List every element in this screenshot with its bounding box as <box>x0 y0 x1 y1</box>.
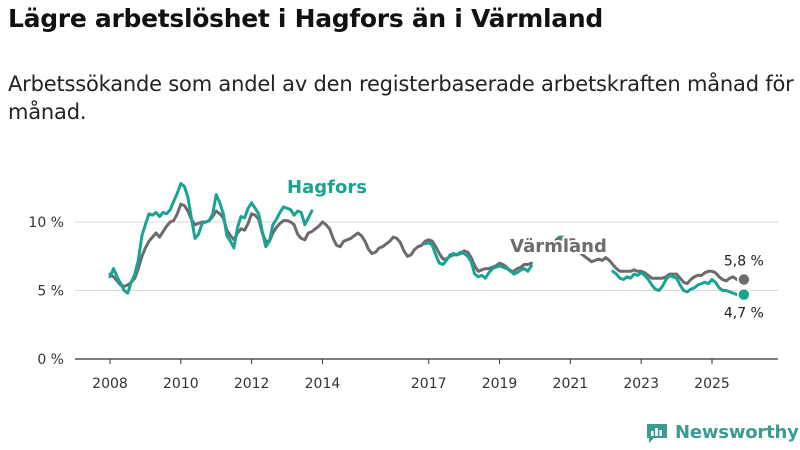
newsworthy-logo-icon <box>647 424 667 443</box>
x-tick-label: 2017 <box>411 376 447 392</box>
page-subtitle: Arbetssökande som andel av den registerb… <box>8 72 794 124</box>
x-tick-label: 2025 <box>694 376 730 392</box>
brand-logo: Newsworthy <box>645 420 799 444</box>
x-tick-label: 2008 <box>92 376 128 392</box>
x-tick-label: 2019 <box>482 376 518 392</box>
x-tick-label: 2014 <box>305 376 341 392</box>
x-tick-label: 2012 <box>234 376 270 392</box>
brand-name: Newsworthy <box>675 421 799 443</box>
end-point-marker <box>737 272 751 287</box>
end-value-label: 5,8 % <box>724 254 764 270</box>
x-tick-label: 2010 <box>163 376 199 392</box>
series-name-label: Värmland <box>510 236 607 257</box>
x-tick-label: 2023 <box>623 376 659 392</box>
series-line-hagfors <box>108 182 746 297</box>
y-tick-label: 10 % <box>28 215 64 231</box>
series-line-vrmland <box>108 202 746 288</box>
page-title: Lägre arbetslöshet i Hagfors än i Värmla… <box>8 4 603 33</box>
end-point-marker <box>737 287 751 302</box>
series-name-label: Hagfors <box>287 177 367 198</box>
y-tick-label: 0 % <box>37 352 64 368</box>
x-tick-label: 2021 <box>553 376 589 392</box>
end-value-label: 4,7 % <box>724 306 764 322</box>
y-tick-label: 5 % <box>37 284 64 300</box>
